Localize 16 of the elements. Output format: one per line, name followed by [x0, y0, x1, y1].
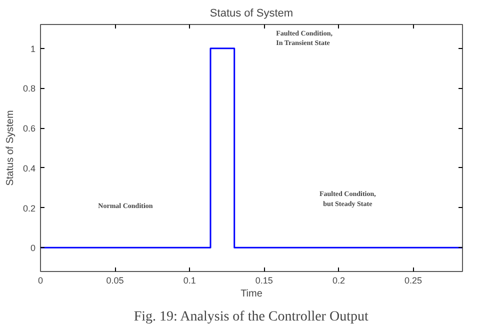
caption: Fig. 19: Analysis of the Controller Output: [134, 310, 368, 324]
y-tick-label: 1: [30, 44, 36, 54]
y-tick-label: 0.8: [22, 84, 36, 94]
x-tick-label: 0.25: [404, 276, 422, 286]
x-tick-label: 0.2: [332, 276, 345, 286]
y-tick-label: 0.2: [22, 203, 36, 214]
x-tick-label: 0.05: [106, 276, 124, 286]
y-axis-title: Status of System: [4, 110, 16, 186]
y-tick-label: 0.4: [22, 163, 36, 174]
chart-title: Status of System: [210, 8, 294, 20]
x-axis-title: Time: [240, 288, 263, 300]
x-tick-label: 0: [38, 276, 44, 286]
y-tick-label: 0: [30, 243, 36, 254]
x-tick-label: 0.1: [183, 276, 196, 286]
y-tick-label: 0.6: [22, 124, 36, 134]
x-tick-label: 0.15: [255, 276, 273, 286]
